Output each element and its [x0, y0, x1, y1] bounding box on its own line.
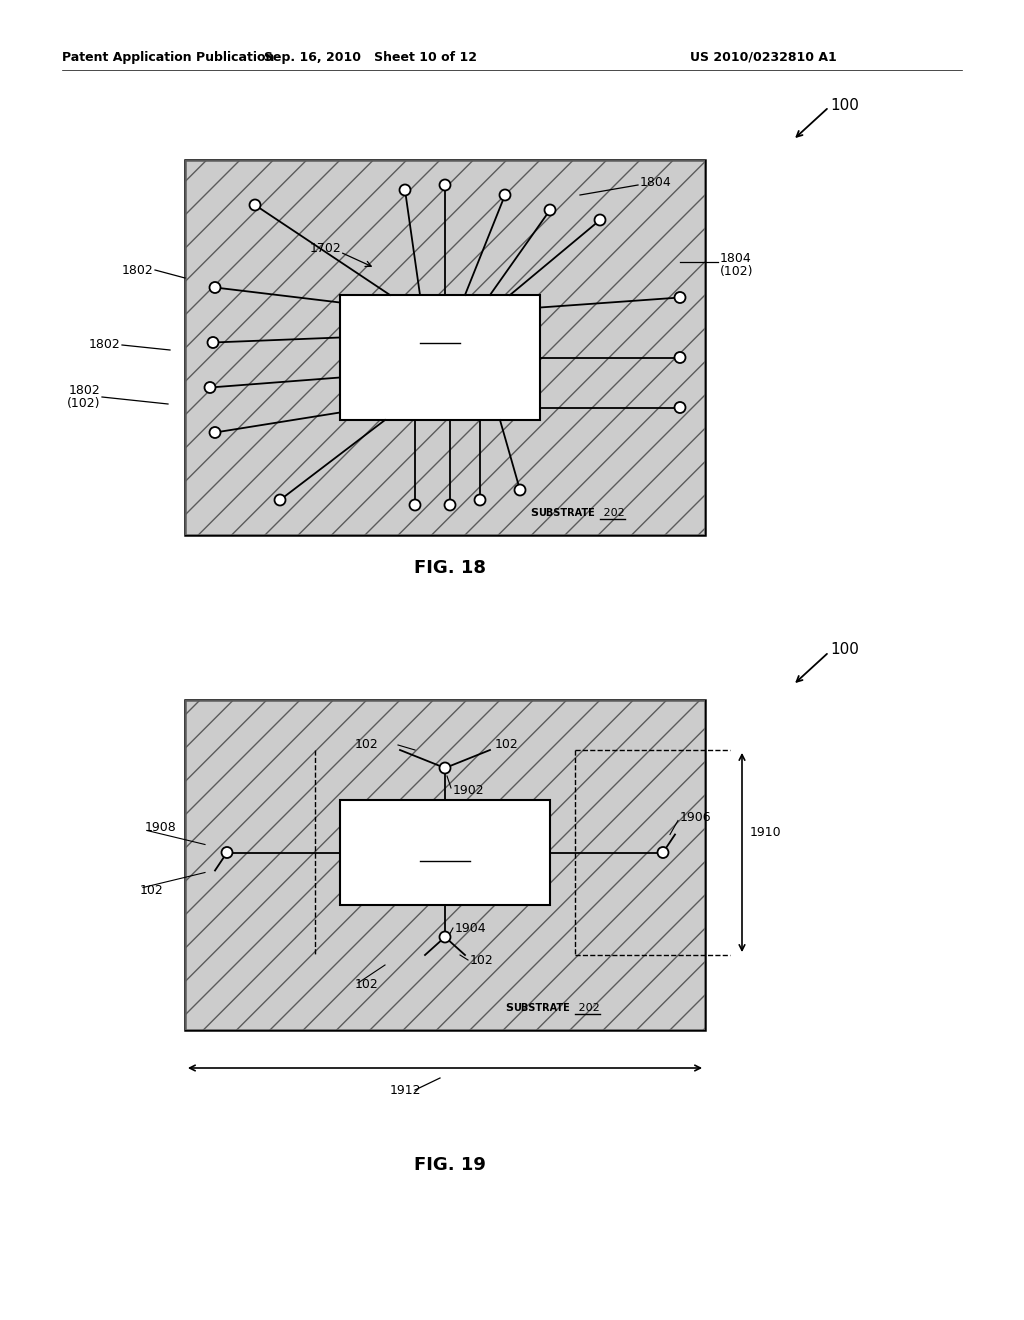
Text: Controller: Controller [406, 367, 474, 381]
Text: 202: 202 [600, 508, 625, 517]
Circle shape [439, 180, 451, 190]
Text: 202: 202 [575, 1003, 600, 1012]
Circle shape [439, 763, 451, 774]
Text: 1906: 1906 [680, 810, 712, 824]
Circle shape [675, 352, 685, 363]
Text: 1802: 1802 [88, 338, 120, 351]
Text: (102): (102) [720, 264, 754, 277]
Text: 1902: 1902 [453, 784, 484, 796]
Circle shape [274, 495, 286, 506]
Text: UBSTRATE: UBSTRATE [513, 1003, 569, 1012]
Circle shape [399, 185, 411, 195]
Circle shape [514, 484, 525, 495]
Text: S: S [530, 508, 538, 517]
Text: 102: 102 [470, 953, 494, 966]
Circle shape [410, 499, 421, 511]
Text: 102: 102 [355, 978, 379, 991]
Circle shape [500, 190, 511, 201]
Text: UBSTRATE: UBSTRATE [538, 508, 595, 517]
Text: 102: 102 [140, 884, 164, 898]
Bar [185, 700, 705, 1030]
Text: S: S [505, 1003, 513, 1012]
Circle shape [545, 205, 555, 215]
Text: 1702: 1702 [310, 242, 342, 255]
Circle shape [208, 337, 218, 348]
Bar [185, 160, 705, 535]
Circle shape [675, 292, 685, 304]
Circle shape [210, 426, 220, 438]
Bar [185, 160, 705, 535]
Text: 1802: 1802 [69, 384, 100, 396]
Text: FIG. 18: FIG. 18 [414, 558, 486, 577]
Text: US 2010/0232810 A1: US 2010/0232810 A1 [690, 50, 837, 63]
Text: 1700: 1700 [423, 329, 458, 342]
Bar [340, 800, 550, 906]
Text: (102): (102) [67, 396, 100, 409]
Circle shape [250, 199, 260, 210]
Text: 100: 100 [830, 643, 859, 657]
Text: 1904: 1904 [455, 923, 486, 936]
Text: 100: 100 [830, 98, 859, 112]
Circle shape [205, 381, 215, 393]
Circle shape [657, 847, 669, 858]
Circle shape [210, 282, 220, 293]
Text: 1912: 1912 [390, 1084, 422, 1097]
Text: 1910: 1910 [750, 826, 781, 840]
Circle shape [439, 932, 451, 942]
Circle shape [221, 847, 232, 858]
Text: 102: 102 [355, 738, 379, 751]
Text: 1908: 1908 [145, 821, 177, 834]
Text: 1804: 1804 [720, 252, 752, 264]
Circle shape [474, 495, 485, 506]
Text: 1804: 1804 [640, 176, 672, 189]
Text: Patent Application Publication: Patent Application Publication [62, 50, 274, 63]
Text: 102: 102 [495, 738, 519, 751]
Text: 1802: 1802 [121, 264, 153, 276]
Text: Optical Antenna: Optical Antenna [384, 351, 496, 364]
Circle shape [595, 214, 605, 226]
Text: 1700: 1700 [426, 845, 464, 861]
Text: FIG. 19: FIG. 19 [414, 1156, 486, 1173]
Bar [185, 700, 705, 1030]
Bar [340, 294, 540, 420]
Text: Sep. 16, 2010   Sheet 10 of 12: Sep. 16, 2010 Sheet 10 of 12 [263, 50, 476, 63]
Circle shape [444, 499, 456, 511]
Circle shape [675, 403, 685, 413]
